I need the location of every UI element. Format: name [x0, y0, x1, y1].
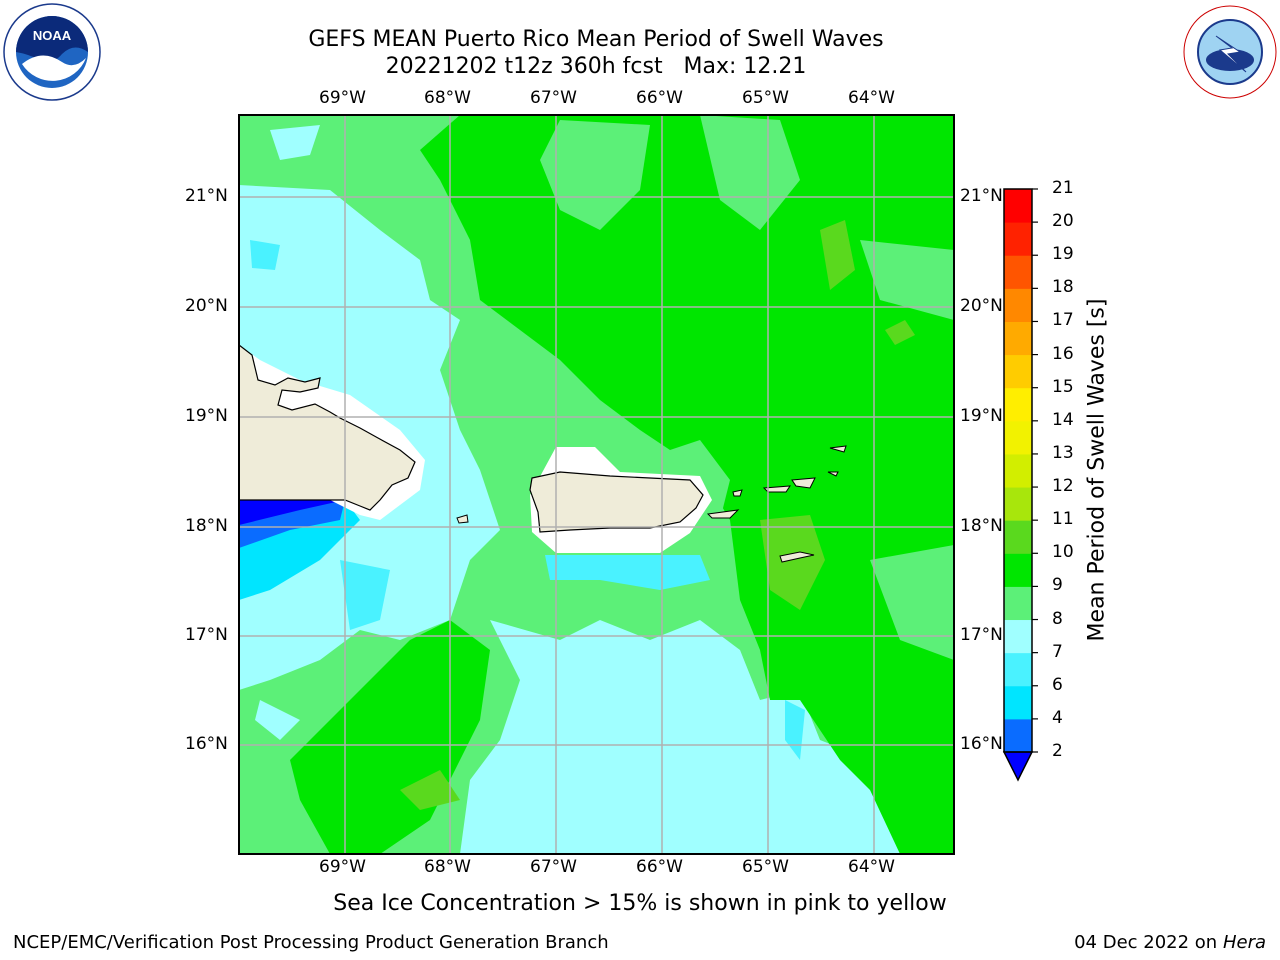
colorbar-segment	[1004, 718, 1032, 753]
hispaniola-land	[239, 344, 416, 511]
lon-label-bottom-68W: 68°W	[424, 857, 471, 877]
colorbar-segment	[1004, 189, 1032, 223]
colorbar-segment	[1004, 685, 1032, 720]
st-croix-land	[779, 551, 815, 563]
lat-label-right-17N: 17°N	[960, 625, 1003, 645]
lon-label-top-64W: 64°W	[848, 88, 895, 108]
colorbar-segment	[1004, 288, 1032, 322]
run-date: 04 Dec 2022 on Hera	[1074, 932, 1266, 953]
noaa-logo-text: NOAA	[33, 28, 72, 43]
lon-label-bottom-67W: 67°W	[530, 857, 577, 877]
colorbar-tick-label: 14	[1052, 409, 1074, 430]
colorbar-segment	[1004, 354, 1032, 389]
colorbar-segment	[1004, 619, 1032, 654]
map-frame	[238, 114, 955, 855]
nws-logo	[1180, 2, 1280, 102]
colorbar-tick-label: 21	[1052, 178, 1074, 198]
colorbar-segment	[1004, 222, 1032, 256]
noaa-logo: NOAA	[2, 2, 102, 102]
lon-label-top-69W: 69°W	[319, 88, 366, 108]
sea-ice-footnote: Sea Ice Concentration > 15% is shown in …	[333, 891, 947, 916]
colorbar-segment	[1004, 586, 1032, 621]
colorbar-tick-label: 9	[1052, 575, 1063, 596]
lon-label-top-68W: 68°W	[424, 88, 471, 108]
lon-label-bottom-66W: 66°W	[636, 857, 683, 877]
contour-field	[239, 115, 954, 854]
colorbar-tick-label: 7	[1052, 641, 1063, 662]
colorbar-segment	[1004, 487, 1032, 521]
colorbar-tick-label: 4	[1052, 707, 1063, 728]
producer-credit: NCEP/EMC/Verification Post Processing Pr…	[13, 932, 609, 953]
lon-label-bottom-65W: 65°W	[742, 857, 789, 877]
lat-label-right-18N: 18°N	[960, 516, 1003, 536]
colorbar-segment	[1004, 652, 1032, 687]
lon-label-bottom-64W: 64°W	[848, 857, 895, 877]
colorbar-tick-label: 12	[1052, 476, 1074, 497]
lon-label-top-66W: 66°W	[636, 88, 683, 108]
colorbar-title: Mean Period of Swell Waves [s]	[1084, 298, 1110, 642]
colorbar-segment	[1004, 321, 1032, 356]
lon-label-bottom-69W: 69°W	[319, 857, 366, 877]
lon-label-top-65W: 65°W	[742, 88, 789, 108]
colorbar-tick-label: 6	[1052, 674, 1063, 695]
graticule	[239, 115, 954, 854]
colorbar-tick-label: 13	[1052, 442, 1074, 463]
lat-label-left-21N: 21°N	[185, 186, 228, 206]
lat-label-left-17N: 17°N	[185, 625, 228, 645]
colorbar-tick-label: 20	[1052, 211, 1074, 232]
lon-label-top-67W: 67°W	[530, 88, 577, 108]
lat-label-left-19N: 19°N	[185, 406, 228, 426]
title-line-1: GEFS MEAN Puerto Rico Mean Period of Swe…	[308, 27, 884, 52]
lat-label-left-18N: 18°N	[185, 516, 228, 536]
title-line-2: 20221202 t12z 360h fcst Max: 12.21	[385, 54, 807, 79]
puerto-rico-land	[529, 471, 704, 533]
run-date-text: 04 Dec 2022 on	[1074, 932, 1218, 953]
colorbar-tick-label: 19	[1052, 244, 1074, 265]
colorbar-segment	[1004, 255, 1032, 289]
colorbar-tick-label: 8	[1052, 608, 1063, 629]
lat-label-left-20N: 20°N	[185, 296, 228, 316]
colorbar-segment	[1004, 420, 1032, 455]
colorbar-segment	[1004, 453, 1032, 488]
colorbar-segment	[1004, 553, 1032, 587]
lat-label-right-16N: 16°N	[960, 734, 1003, 754]
colorbar-tick-label: 18	[1052, 277, 1074, 298]
colorbar-tick-label: 2	[1052, 741, 1063, 761]
lat-label-right-20N: 20°N	[960, 296, 1003, 316]
lat-label-left-16N: 16°N	[185, 734, 228, 754]
chart-title: GEFS MEAN Puerto Rico Mean Period of Swe…	[0, 26, 1192, 80]
colorbar-segment	[1004, 520, 1032, 554]
colorbar-tick-label: 11	[1052, 509, 1074, 530]
colorbar-tick-label: 17	[1052, 310, 1074, 331]
colorbar-tick-label: 16	[1052, 343, 1074, 364]
lat-label-right-19N: 19°N	[960, 406, 1003, 426]
colorbar-tick-label: 15	[1052, 376, 1074, 397]
lat-label-right-21N: 21°N	[960, 186, 1003, 206]
colorbar-segment	[1004, 387, 1032, 422]
host-name: Hera	[1222, 932, 1266, 953]
colorbar-tick-label: 10	[1052, 542, 1074, 563]
